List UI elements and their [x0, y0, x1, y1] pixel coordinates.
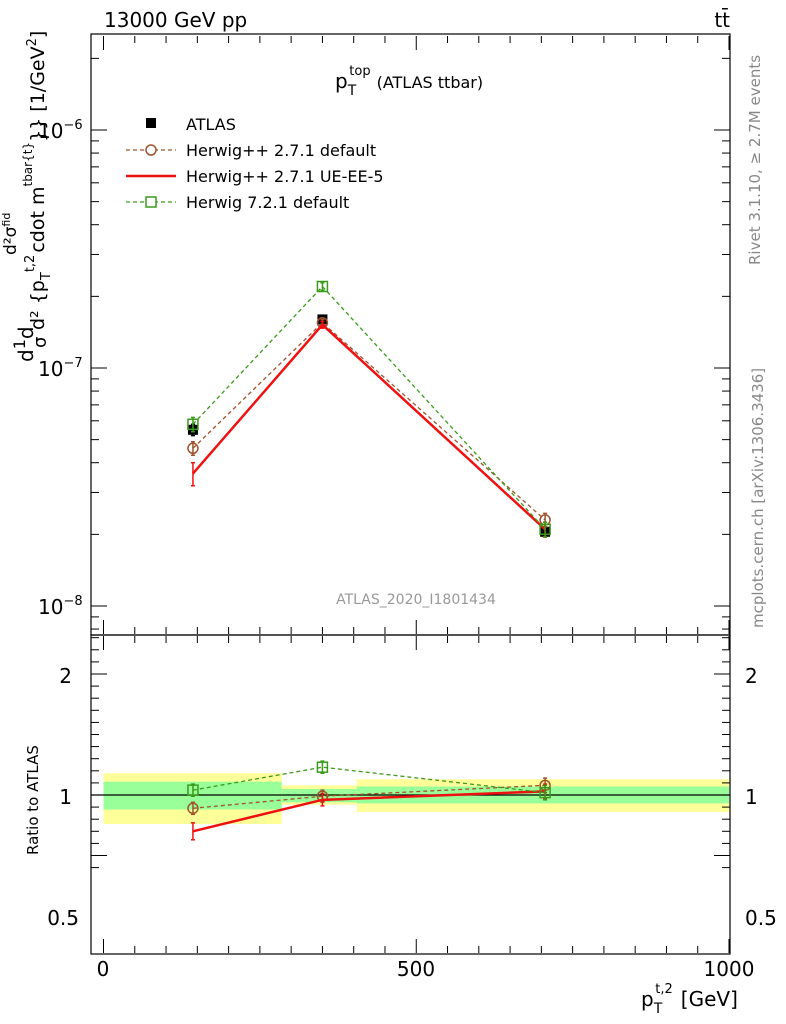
ratio-y-tick-label-1-left: 1	[59, 785, 72, 809]
x-axis-label: pTt,2 [GeV]	[641, 982, 738, 1017]
main-series-herwig-2-7-1-ue-ee-5	[190, 320, 548, 538]
ratio-y-tick-label-05-right: 0.5	[745, 906, 777, 930]
x-tick-label-1000: 1000	[704, 957, 755, 981]
legend-marker-atlas	[146, 118, 156, 128]
ratio-y-axis-label: Ratio to ATLAS	[24, 745, 42, 855]
x-tick-label-500: 500	[397, 957, 435, 981]
main-line-herwig-7-2-1-default	[192, 285, 546, 530]
ratio-y-tick-label-2-left: 2	[59, 664, 72, 688]
main-y-axis-label: d1d	[10, 326, 38, 362]
ratio-y-tick-label-2-right: 2	[745, 664, 758, 688]
main-series-herwig-2-7-1-default	[187, 316, 551, 528]
ratio-line-herwig-2-7-1-default	[192, 784, 546, 809]
analysis-id-label: ATLAS_2020_I1801434	[336, 592, 496, 608]
main-point-herwig721	[187, 418, 199, 431]
process-label: tt̄	[714, 7, 730, 32]
ratio-y-tick-label-05-left: 0.5	[47, 906, 79, 930]
ratio-point-herwig-default	[187, 802, 199, 815]
legend-marker-herwig-default	[145, 144, 157, 156]
ratio-point-herwig721	[187, 784, 199, 796]
main-series-atlas	[187, 314, 551, 538]
legend-label-herwig721: Herwig 7.2.1 default	[186, 193, 349, 212]
energy-label: 13000 GeV pp	[104, 8, 247, 32]
legend: ATLAS Herwig++ 2.7.1 default Herwig++ 2.…	[126, 115, 384, 212]
ratio-point-herwig721	[316, 761, 329, 773]
ratio-point-herwig721	[539, 786, 551, 799]
ratio-series-herwig-7-2-1-default	[187, 760, 551, 801]
ratio-line-herwig-7-2-1-default	[192, 766, 546, 794]
main-y-tick-label-1e-6: 10−6	[38, 118, 83, 143]
main-point-herwig721	[316, 280, 329, 293]
mcplots-label: mcplots.cern.ch [arXiv:1306.3436]	[749, 368, 767, 628]
ratio-series-herwig-2-7-1-ue-ee-5	[190, 783, 548, 841]
main-y-axis-sigma: σ	[30, 337, 51, 348]
legend-label-herwig-ueee5: Herwig++ 2.7.1 UE-EE-5	[186, 167, 384, 186]
ratio-uncertainty-bands	[103, 773, 729, 825]
main-line-herwig-2-7-1-default	[192, 321, 546, 521]
ratio-series-layer	[187, 760, 551, 841]
rivet-label: Rivet 3.1.10, ≥ 2.7M events	[746, 55, 764, 265]
ratio-y-tick-label-1-right: 1	[745, 785, 758, 809]
main-y-tick-label-1e-7: 10−7	[38, 356, 83, 381]
main-point-herwig721	[539, 523, 551, 536]
legend-marker-herwig721	[145, 196, 157, 208]
main-y-axis-denominator: d² {pTt,2cdot mtbar{t}}} [1/GeV2]	[21, 31, 54, 330]
main-y-ticks	[91, 57, 730, 630]
main-series-herwig-7-2-1-default	[187, 280, 551, 538]
main-y-axis-numerator: d²σfid	[0, 213, 21, 255]
main-line-herwig-2-7-1-ue-ee-5	[192, 322, 546, 531]
main-y-tick-label-1e-8: 10−8	[38, 594, 83, 619]
plot-title: pTtop(ATLAS ttbar)	[335, 64, 483, 99]
legend-label-herwig-default: Herwig++ 2.7.1 default	[186, 141, 376, 160]
main-point-herwig-default	[187, 442, 199, 455]
x-tick-label-0: 0	[97, 957, 110, 981]
x-ticks	[103, 36, 730, 953]
main-series-layer	[187, 280, 551, 538]
legend-label-atlas: ATLAS	[186, 115, 236, 134]
ratio-y-ticks	[91, 637, 730, 869]
